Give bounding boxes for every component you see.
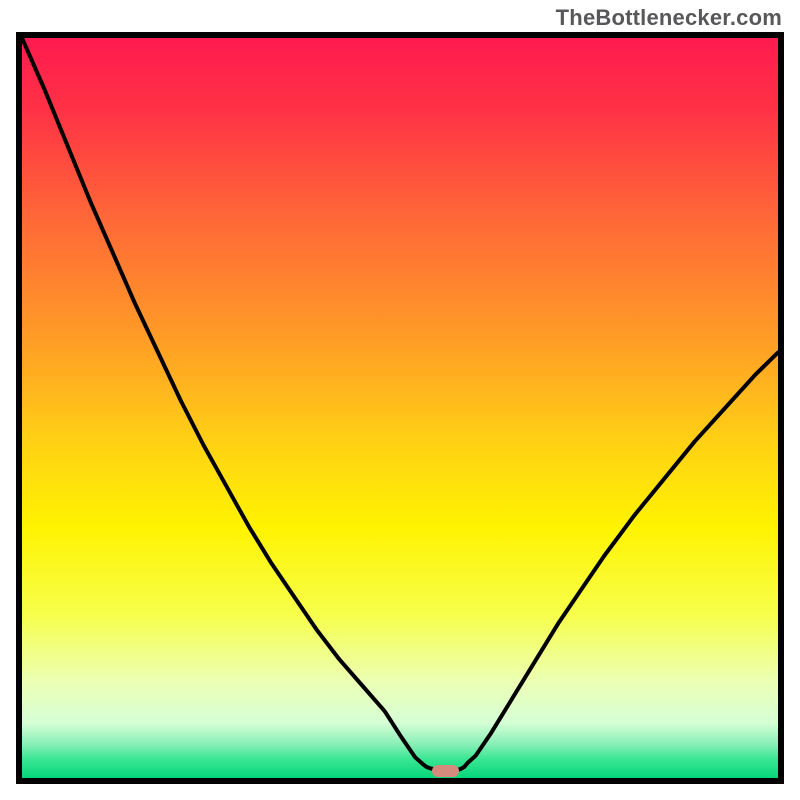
plot-area <box>16 32 784 784</box>
curve-path <box>22 38 778 771</box>
bottleneck-curve <box>22 38 778 778</box>
optimal-marker <box>432 765 458 777</box>
attribution-label: TheBottlenecker.com <box>556 5 782 31</box>
chart-frame <box>16 32 784 784</box>
